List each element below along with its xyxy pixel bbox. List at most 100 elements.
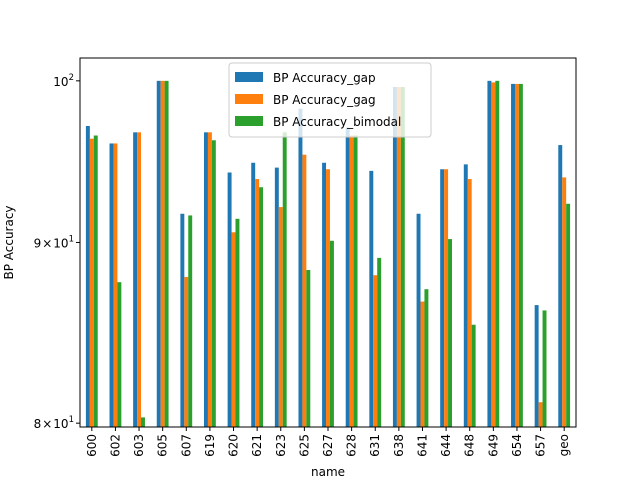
- x-tick-label: 648: [463, 434, 477, 457]
- bars-group: [85, 80, 571, 428]
- x-tick-label: 657: [534, 434, 548, 457]
- bar-657-3: [542, 310, 547, 427]
- bar-631-3: [377, 257, 382, 427]
- bar-621-2: [255, 179, 260, 427]
- x-tick-label: 627: [321, 434, 335, 457]
- x-tick-label: geo: [557, 434, 571, 456]
- bar-628-2: [349, 135, 354, 427]
- bar-621-3: [259, 187, 264, 427]
- bar-602-2: [113, 143, 118, 427]
- bar-657-1: [534, 305, 539, 427]
- bar-641-2: [420, 301, 425, 427]
- bar-644-2: [444, 169, 449, 427]
- bar-654-3: [518, 83, 523, 427]
- x-tick-label: 619: [203, 434, 217, 457]
- x-tick-label: 654: [510, 434, 524, 457]
- x-tick-label: 638: [392, 434, 406, 457]
- bar-638-1: [392, 86, 397, 428]
- bar-620-3: [235, 218, 240, 427]
- bar-geo-3: [566, 203, 571, 427]
- bar-657-2: [538, 402, 543, 427]
- y-axis-label: BP Accuracy: [2, 205, 16, 279]
- bar-605-3: [164, 80, 169, 427]
- x-tick-label: 644: [439, 434, 453, 457]
- bar-619-1: [204, 132, 208, 427]
- bar-649-1: [487, 80, 492, 427]
- y-tick-label: 102: [53, 73, 74, 89]
- bar-654-1: [511, 83, 515, 427]
- bar-628-1: [345, 127, 350, 427]
- bar-603-1: [133, 132, 138, 427]
- bar-605-1: [156, 80, 161, 427]
- x-tick-label: 625: [297, 434, 311, 457]
- bar-603-3: [141, 417, 145, 427]
- legend-swatch: [235, 94, 263, 104]
- bar-602-1: [109, 143, 114, 427]
- x-tick-label: 607: [179, 434, 193, 457]
- bar-geo-2: [562, 177, 567, 427]
- x-tick-label: 603: [132, 434, 146, 457]
- bar-644-1: [440, 169, 445, 427]
- x-tick-label: 605: [156, 434, 170, 457]
- x-tick-label: 623: [274, 434, 288, 457]
- bar-623-2: [278, 207, 283, 427]
- bar-648-3: [471, 324, 476, 427]
- x-tick-label: 628: [345, 434, 359, 457]
- bar-631-2: [373, 275, 378, 427]
- bar-628-3: [353, 135, 358, 427]
- y-axis-ticks: 8×101 9×101 102: [34, 73, 80, 431]
- bar-607-1: [180, 213, 185, 427]
- x-tick-label: 600: [85, 434, 99, 457]
- bar-623-3: [282, 132, 287, 427]
- bar-600-3: [93, 135, 98, 427]
- bar-geo-1: [558, 145, 563, 427]
- bar-603-2: [137, 132, 142, 427]
- bar-619-3: [211, 140, 216, 427]
- bar-641-3: [424, 289, 429, 427]
- bar-631-1: [369, 170, 374, 427]
- plot-frame: [79, 57, 577, 428]
- bar-638-2: [396, 86, 401, 428]
- bar-600-2: [89, 138, 94, 427]
- x-axis-label: name: [311, 465, 345, 479]
- bar-638-3: [400, 86, 405, 428]
- bar-600-1: [85, 125, 90, 428]
- bar-644-3: [448, 239, 452, 427]
- bar-627-2: [326, 169, 330, 427]
- y-tick-label: 9×101: [34, 234, 74, 250]
- bar-625-3: [306, 269, 311, 427]
- x-tick-label: 631: [368, 434, 382, 457]
- bar-607-3: [188, 215, 193, 427]
- x-tick-label: 621: [250, 434, 264, 457]
- bar-625-1: [298, 108, 303, 428]
- legend-swatch: [235, 72, 263, 82]
- bar-605-2: [160, 80, 165, 427]
- legend-frame: [228, 62, 432, 138]
- bar-627-1: [322, 162, 327, 427]
- legend-label: BP Accuracy_bimodal: [273, 115, 401, 129]
- x-tick-label: 602: [108, 434, 122, 457]
- x-axis-ticks: 600 602 603 605 607 619 620 621 623 625 627 628 631 6…: [85, 427, 571, 457]
- x-tick-label: 641: [415, 434, 429, 457]
- bar-620-1: [227, 172, 232, 427]
- legend-swatch: [235, 116, 263, 126]
- bar-649-2: [491, 82, 496, 427]
- bar-623-1: [274, 167, 279, 427]
- legend: BP Accuracy_gap BP Accuracy_gag BP Accurac…: [228, 62, 432, 138]
- legend-label: BP Accuracy_gap: [273, 71, 376, 85]
- bar-625-2: [302, 154, 307, 427]
- bar-620-2: [231, 232, 236, 427]
- bar-649-3: [495, 80, 500, 427]
- legend-label: BP Accuracy_gag: [273, 93, 376, 107]
- bar-654-2: [514, 83, 519, 427]
- y-tick-label: 8×101: [34, 415, 74, 431]
- bar-648-2: [467, 179, 472, 427]
- x-tick-label: 620: [227, 434, 241, 457]
- bar-602-3: [117, 282, 122, 427]
- bar-641-1: [416, 213, 421, 427]
- bar-619-2: [207, 132, 212, 427]
- x-tick-label: 649: [486, 434, 500, 457]
- bar-621-1: [251, 162, 256, 427]
- bar-607-2: [184, 276, 189, 427]
- bar-627-3: [329, 240, 334, 427]
